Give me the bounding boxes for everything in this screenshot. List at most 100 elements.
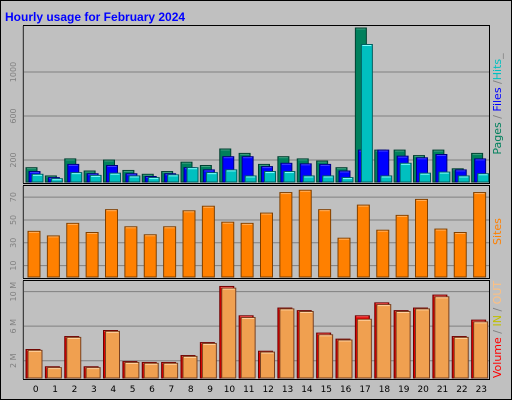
bar-sites-21 [434,228,448,278]
y-tick-label: 70 [9,192,18,202]
x-tick-label: 16 [340,385,352,395]
x-tick-label: 21 [437,385,448,395]
x-tick-label: 7 [168,385,174,395]
bar-pages-10 [225,169,238,183]
bar-out-0 [27,349,43,379]
bar-pages-11 [244,175,257,183]
x-tick-label: 1 [52,385,58,395]
bar-out-5 [124,361,140,379]
x-tick-label: 22 [456,385,467,395]
bar-out-11 [240,317,256,379]
bar-sites-0 [27,230,41,278]
bar-out-6 [143,362,159,379]
bar-out-18 [376,304,392,379]
bar-pages-2 [70,172,83,183]
bar-pages-16 [341,177,354,183]
bar-pages-20 [419,172,431,183]
bar-out-23 [473,321,489,379]
x-tick-label: 12 [262,385,273,395]
x-tick-label: 19 [398,385,410,395]
bar-sites-12 [260,212,273,278]
bar-pages-8 [186,167,199,183]
bar-out-3 [85,367,101,379]
y-tick-label: 50 [9,215,18,225]
y-tick-label: 10 M [9,282,18,302]
bar-pages-6 [147,177,160,183]
bar-sites-23 [473,192,487,278]
bar-sites-5 [124,226,138,278]
x-tick-label: 17 [359,385,370,395]
bar-out-4 [105,330,120,379]
bar-sites-11 [240,222,254,278]
bar-out-8 [182,355,198,379]
x-tick-label: 6 [149,385,155,395]
bar-pages-21 [438,171,451,183]
bar-pages-4 [109,172,121,183]
bar-out-17 [356,318,372,379]
y-tick-label: 30 [9,238,18,248]
bar-pages-7 [167,174,180,183]
y-tick-label: 600 [9,108,18,123]
panel-legend-label: Pages / Files /Hits_ [491,53,504,155]
bar-out-7 [163,362,179,379]
bar-pages-12 [264,171,276,183]
legend-part: / [491,327,504,338]
x-tick-label: 15 [321,385,332,395]
x-axis-hour-labels: 0 1 2 3 4 5 6 7 8 9 10 11 12 13 14 15 16 17 18 19 20 21 22 23 [33,385,487,395]
bar-out-16 [337,339,353,379]
legend-part: OUT [491,281,504,305]
bar-pages-9 [205,172,218,183]
panel-legend-label: Sites [491,218,504,245]
bar-sites-7 [163,226,177,278]
bar-pages-5 [128,175,141,183]
x-tick-label: 11 [243,385,254,395]
bar-sites-14 [298,189,312,278]
y-tick-label: 1000 [9,62,18,82]
x-tick-label: 18 [379,385,391,395]
panel-legend-label: Volume / IN / OUT [491,281,504,379]
bar-pages-3 [89,174,102,183]
bar-out-12 [260,351,275,379]
legend-part: _ [491,53,504,60]
legend-part: Files [491,87,504,111]
x-tick-label: 3 [91,385,97,395]
bar-out-20 [415,308,430,379]
legend-part: Hits [491,59,504,81]
bar-pages-23 [477,173,490,183]
bar-out-21 [434,296,450,379]
legend-part: Sites [491,218,504,245]
x-tick-label: 23 [476,385,487,395]
bar-pages-22 [457,175,470,183]
x-tick-label: 2 [72,385,78,395]
panel-sites: 10 30 50 70 Sites [9,185,504,279]
bar-sites-9 [201,205,215,278]
legend-part: / [491,112,504,123]
bar-out-15 [318,334,334,379]
bar-sites-6 [143,234,157,278]
bar-pages-0 [31,173,44,183]
panel-volume: 2 M 6 M 10 M Volume / IN / OUT [9,280,504,380]
bar-sites-2 [66,222,80,278]
bar-pages-17 [360,44,373,183]
legend-part: / [491,304,504,315]
bar-out-2 [66,336,82,379]
bar-sites-1 [46,235,60,278]
legend-part: IN [491,315,504,326]
bar-pages-19 [399,162,412,183]
bar-sites-15 [318,209,332,278]
x-tick-label: 8 [188,385,194,395]
bar-sites-18 [376,229,390,278]
y-tick-label: 6 M [9,319,18,334]
bar-out-14 [298,311,314,379]
bar-sites-4 [105,209,118,278]
bar-pages-15 [322,175,335,183]
bar-pages-18 [380,175,393,183]
x-tick-label: 5 [130,385,136,395]
x-tick-label: 13 [282,385,293,395]
bar-out-10 [221,287,237,379]
x-tick-label: 4 [110,385,116,395]
